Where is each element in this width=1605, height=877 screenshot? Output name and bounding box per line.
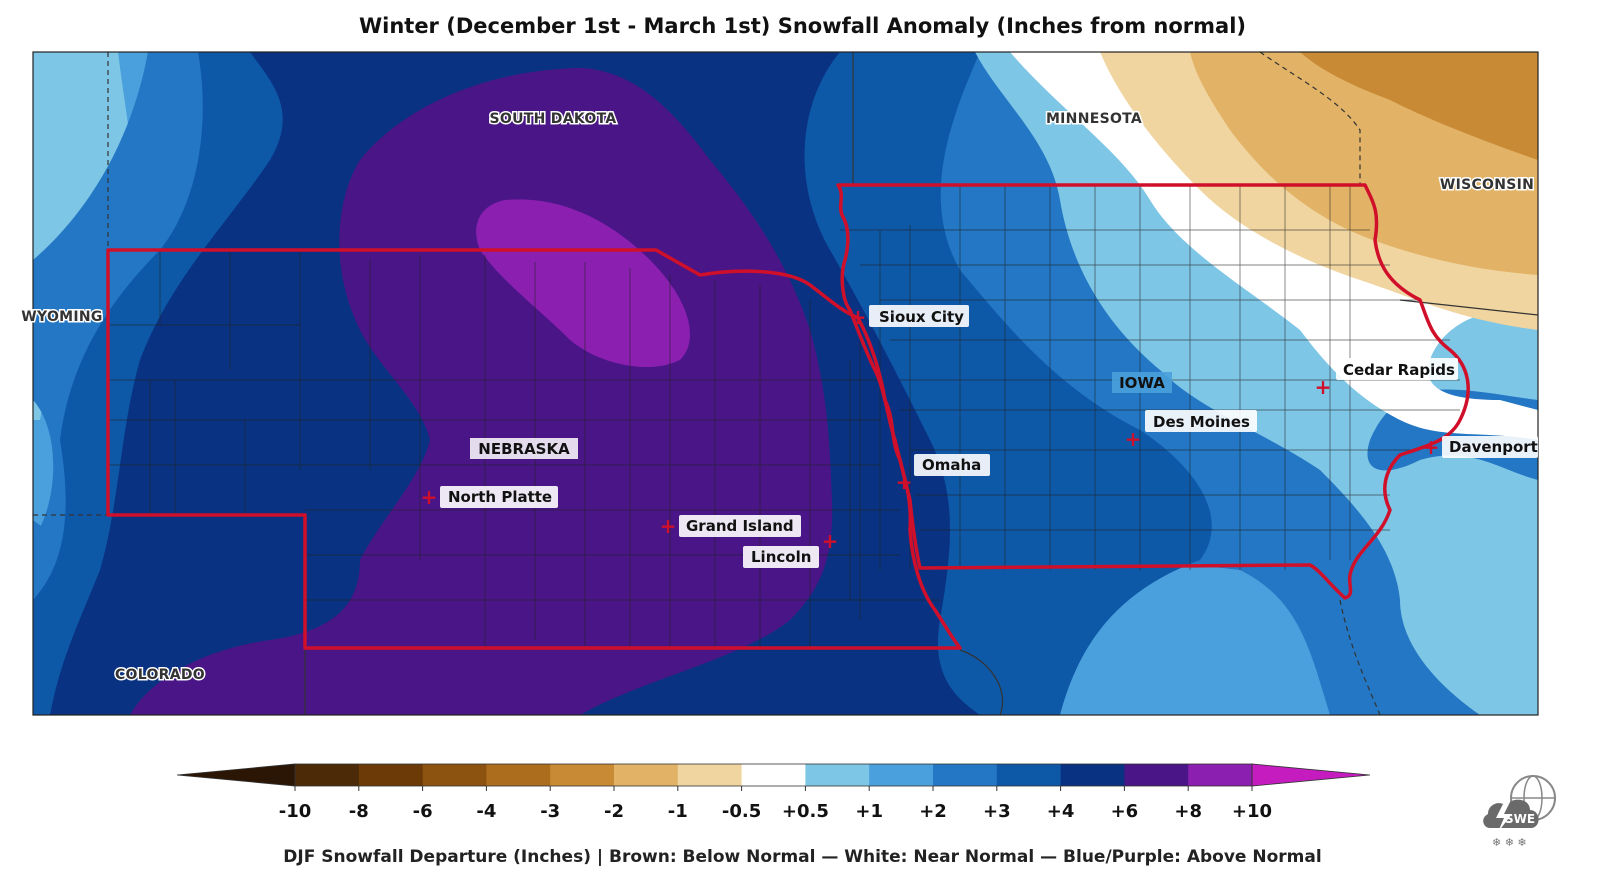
state-label-colorado: COLORADO bbox=[115, 667, 205, 683]
colorbar-segment bbox=[1060, 764, 1125, 786]
colorbar-segment bbox=[996, 764, 1062, 786]
colorbar-segment bbox=[1188, 764, 1253, 786]
colorbar-segment bbox=[614, 764, 679, 786]
colorbar-tick-label: -6 bbox=[413, 801, 433, 822]
anomaly-fill bbox=[33, 52, 1538, 715]
state-label-iowa: IOWA bbox=[1119, 374, 1165, 392]
colorbar-tick-label: +8 bbox=[1174, 801, 1202, 822]
colorbar-tick-label: +2 bbox=[919, 801, 947, 822]
colorbar-tick-label: -2 bbox=[604, 801, 624, 822]
map-title: Winter (December 1st - March 1st) Snowfa… bbox=[358, 14, 1247, 38]
colorbar-frame bbox=[294, 763, 1253, 787]
colorbar-segment bbox=[486, 764, 551, 786]
city-lincoln: Lincoln + bbox=[743, 529, 838, 568]
city-marker-icon: + bbox=[1423, 435, 1440, 459]
colorbar-tick-label: -8 bbox=[349, 801, 369, 822]
state-label-nebraska: NEBRASKA bbox=[478, 440, 570, 458]
city-davenport: Davenport + bbox=[1423, 435, 1538, 459]
colorbar: -10 -8 -6 -4 -3 -2 -1 -0.5 +0.5 +1 +2 +3 +4 +6 +8 +10 bbox=[176, 763, 1371, 822]
swe-logo: SWE ❄ ❄ ❄ bbox=[1483, 775, 1556, 849]
state-label-minnesota: MINNESOTA bbox=[1046, 111, 1142, 127]
city-label: Grand Island bbox=[686, 517, 794, 535]
city-label: Omaha bbox=[922, 456, 981, 474]
cloud-icon bbox=[1483, 799, 1539, 828]
colorbar-tick-label: -4 bbox=[476, 801, 496, 822]
colorbar-tick-label: +0.5 bbox=[782, 801, 829, 822]
city-grand-island: Grand Island + bbox=[660, 514, 801, 538]
state-label-nebraska-box: NEBRASKA bbox=[470, 438, 578, 459]
city-label: Cedar Rapids bbox=[1343, 361, 1455, 379]
city-marker-icon: + bbox=[421, 485, 438, 509]
colorbar-extension-low bbox=[176, 763, 296, 787]
city-marker-icon: + bbox=[822, 529, 839, 553]
colorbar-segment bbox=[805, 764, 870, 786]
colorbar-tick-label: +6 bbox=[1111, 801, 1139, 822]
city-label: Davenport bbox=[1449, 438, 1538, 456]
city-marker-icon: + bbox=[660, 514, 677, 538]
colorbar-segment bbox=[1124, 764, 1189, 786]
city-marker-icon: + bbox=[1125, 427, 1142, 451]
colorbar-tick-label: -0.5 bbox=[722, 801, 761, 822]
logo-text: SWE bbox=[1505, 812, 1535, 826]
city-label: Sioux City bbox=[879, 308, 964, 326]
colorbar-tick-label: +3 bbox=[983, 801, 1011, 822]
snowflake-icon: ❄ ❄ ❄ bbox=[1492, 836, 1527, 849]
city-des-moines: Des Moines + bbox=[1125, 410, 1257, 451]
city-marker-icon: + bbox=[896, 470, 913, 494]
state-boundaries bbox=[33, 51, 1539, 716]
map-frame bbox=[32, 51, 1539, 716]
lightning-icon bbox=[1496, 802, 1512, 832]
city-label: Lincoln bbox=[751, 548, 811, 566]
city-omaha: Omaha + bbox=[896, 454, 990, 494]
state-label-south-dakota: SOUTH DAKOTA bbox=[490, 111, 617, 127]
state-label-iowa-box: IOWA bbox=[1112, 372, 1172, 393]
city-north-platte: North Platte + bbox=[421, 485, 558, 509]
colorbar-segment bbox=[550, 764, 615, 786]
county-grid bbox=[108, 185, 1460, 650]
state-label-wyoming: WYOMING bbox=[21, 309, 102, 325]
colorbar-segment bbox=[933, 764, 998, 786]
colorbar-segment bbox=[295, 764, 360, 786]
colorbar-segment bbox=[741, 764, 806, 786]
colorbar-tick-label: +10 bbox=[1232, 801, 1272, 822]
colorbar-extension-high bbox=[1251, 763, 1371, 787]
colorbar-segment bbox=[677, 764, 743, 786]
city-marker-icon: + bbox=[850, 305, 867, 329]
colorbar-segment bbox=[358, 764, 424, 786]
city-label: Des Moines bbox=[1153, 413, 1250, 431]
colorbar-tick-label: +4 bbox=[1047, 801, 1075, 822]
city-cedar-rapids: Cedar Rapids + bbox=[1315, 358, 1458, 399]
colorbar-tick-label: +1 bbox=[855, 801, 883, 822]
colorbar-segment bbox=[869, 764, 934, 786]
iowa-outline bbox=[836, 183, 1470, 600]
colorbar-caption: DJF Snowfall Departure (Inches) | Brown:… bbox=[283, 847, 1322, 867]
city-sioux-city: Sioux City + bbox=[850, 305, 969, 329]
city-label: North Platte bbox=[448, 488, 552, 506]
colorbar-tick-label: -10 bbox=[279, 801, 312, 822]
city-marker-icon: + bbox=[1315, 375, 1332, 399]
state-label-wisconsin: WISCONSIN bbox=[1440, 177, 1534, 193]
highlight-borders bbox=[106, 183, 1470, 650]
colorbar-tick-label: -1 bbox=[668, 801, 688, 822]
colorbar-segment bbox=[422, 764, 487, 786]
colorbar-tick-label: -3 bbox=[540, 801, 560, 822]
